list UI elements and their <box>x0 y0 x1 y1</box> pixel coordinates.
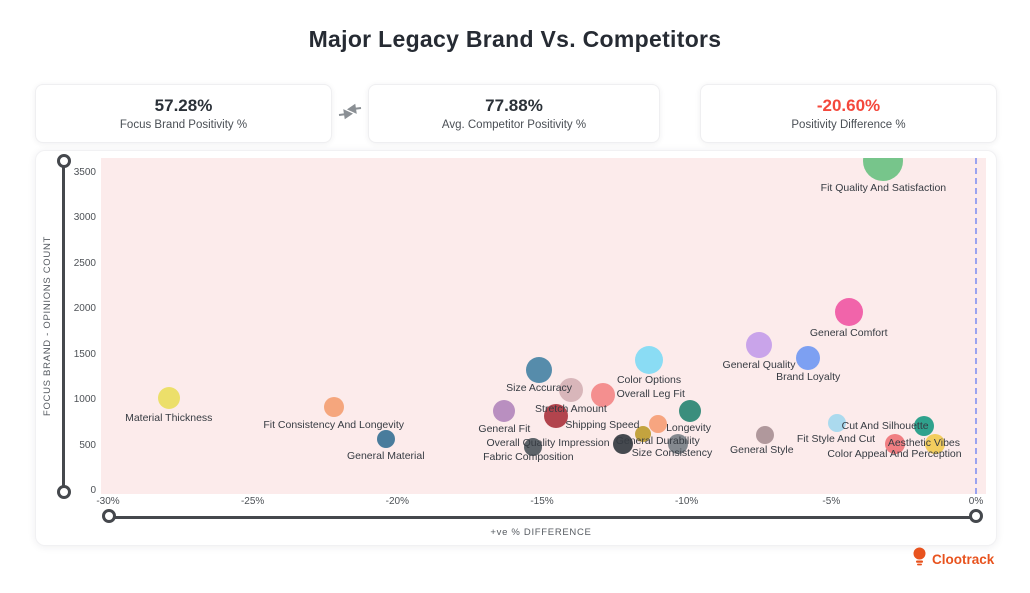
y-axis-slider-handle-bottom[interactable] <box>57 485 71 499</box>
kpi-card-positivity-difference: -20.60% Positivity Difference % <box>700 84 997 143</box>
x-tick--30-: -30% <box>96 496 120 507</box>
bubble-shipping-speed[interactable] <box>544 404 569 429</box>
page-title: Major Legacy Brand Vs. Competitors <box>308 26 722 52</box>
bubble-label-general-material: General Material <box>346 450 425 463</box>
kpi-label: Focus Brand Positivity % <box>119 119 248 131</box>
bubble-label-fit-consistency-and-longevity: Fit Consistency And Longevity <box>263 418 405 431</box>
x-tick--20-: -20% <box>385 496 409 507</box>
kpi-value: -20.60% <box>816 96 881 115</box>
bubble-stretch-amount[interactable] <box>558 378 583 403</box>
x-tick--10-: -10% <box>674 496 699 507</box>
x-tick-0-: 0% <box>968 496 984 507</box>
bubble-fit-style-and-cut[interactable] <box>884 433 905 454</box>
y-tick-0: 0 <box>90 485 96 496</box>
y-axis-title: FOCUS BRAND - OPINIONS COUNT <box>42 235 53 417</box>
x-tick--5-: -5% <box>822 496 841 507</box>
brand-name: Clootrack <box>932 551 995 567</box>
bubble-label-material-thickness: Material Thickness <box>125 411 213 424</box>
y-tick-2000: 2000 <box>73 303 96 315</box>
y-axis-slider[interactable] <box>62 161 65 492</box>
bubble-label-general-comfort: General Comfort <box>809 327 888 339</box>
y-tick-500: 500 <box>79 439 96 451</box>
bubble-general-fit[interactable] <box>493 400 516 423</box>
kpi-value: 77.88% <box>485 96 543 115</box>
y-tick-1000: 1000 <box>73 394 96 406</box>
bubble-general-quality[interactable] <box>746 331 772 358</box>
bubble-label-fit-quality-and-satisfaction: Fit Quality And Satisfaction <box>820 182 947 195</box>
bubble-aesthetic-vibes[interactable] <box>913 416 934 437</box>
bubble-label-general-quality: General Quality <box>722 358 796 371</box>
bubble-cut-and-silhouette[interactable] <box>828 413 847 432</box>
zero-percent-dashed-line <box>975 158 977 494</box>
clootrack-logo[interactable]: Clootrack <box>912 547 994 571</box>
bubble-general-comfort[interactable] <box>834 298 863 326</box>
plot-area: Material Thickness Fit Consistency And Lo… <box>101 158 986 494</box>
y-tick-2500: 2500 <box>73 257 96 269</box>
bubble-brand-loyalty[interactable] <box>796 345 821 370</box>
bubble-general-style[interactable] <box>755 425 774 444</box>
bubble-overall-quality-impression[interactable] <box>613 433 633 454</box>
y-tick-1500: 1500 <box>73 348 96 360</box>
bubble-label-fit-style-and-cut: Fit Style And Cut <box>796 432 876 445</box>
bubble-label-overall-quality-impression: Overall Quality Impression <box>486 436 610 449</box>
x-tick--15-: -15% <box>530 496 554 507</box>
lightbulb-icon <box>912 547 927 571</box>
bubble-general-material[interactable] <box>376 430 395 449</box>
bubble-unlabeled[interactable] <box>635 425 652 442</box>
x-axis-slider-handle-right[interactable] <box>969 509 983 523</box>
y-tick-3500: 3500 <box>73 167 96 178</box>
kpi-card-focus-brand-positivity: 57.28% Focus Brand Positivity % <box>35 84 332 143</box>
bubble-material-thickness[interactable] <box>157 386 180 409</box>
x-axis-title: +ve % DIFFERENCE <box>490 527 592 538</box>
y-axis-slider-handle-top[interactable] <box>57 154 71 168</box>
bubble-fit-consistency-and-longevity[interactable] <box>323 396 344 417</box>
kpi-label: Positivity Difference % <box>791 119 906 131</box>
bubble-size-consistency[interactable] <box>667 433 688 454</box>
x-axis-slider[interactable] <box>109 516 976 519</box>
x-axis-slider-handle-left[interactable] <box>102 509 116 523</box>
bubble-overall-leg-fit[interactable] <box>590 383 615 408</box>
bubble-label-color-options: Color Options <box>616 374 682 387</box>
bubble-longevity[interactable] <box>678 400 701 423</box>
bubble-fabric-composition[interactable] <box>524 437 543 456</box>
bubble-color-options[interactable] <box>635 346 664 375</box>
kpi-value: 57.28% <box>154 96 213 115</box>
kpi-label: Avg. Competitor Positivity % <box>441 119 587 131</box>
x-tick--25-: -25% <box>240 496 265 507</box>
bubble-label-overall-leg-fit: Overall Leg Fit <box>616 388 685 401</box>
bubble-label-general-style: General Style <box>729 443 794 456</box>
bubble-label-longevity: Longevity <box>666 422 712 435</box>
bubble-fit-quality-and-satisfaction[interactable] <box>863 158 904 182</box>
bubble-label-shipping-speed: Shipping Speed <box>565 419 640 432</box>
kpi-card-avg-competitor-positivity: 77.88% Avg. Competitor Positivity % <box>368 84 660 143</box>
converge-arrows-icon <box>338 101 362 123</box>
y-tick-3000: 3000 <box>73 212 96 224</box>
bubble-label-brand-loyalty: Brand Loyalty <box>776 370 841 383</box>
bubble-label-general-fit: General Fit <box>478 423 531 436</box>
bubble-color-appeal-and-perception[interactable] <box>925 433 946 454</box>
bubble-chart-panel: FOCUS BRAND - OPINIONS COUNT Material Th… <box>35 150 997 546</box>
bubble-size-accuracy[interactable] <box>526 357 553 384</box>
bubble-general-durability[interactable] <box>648 414 667 433</box>
